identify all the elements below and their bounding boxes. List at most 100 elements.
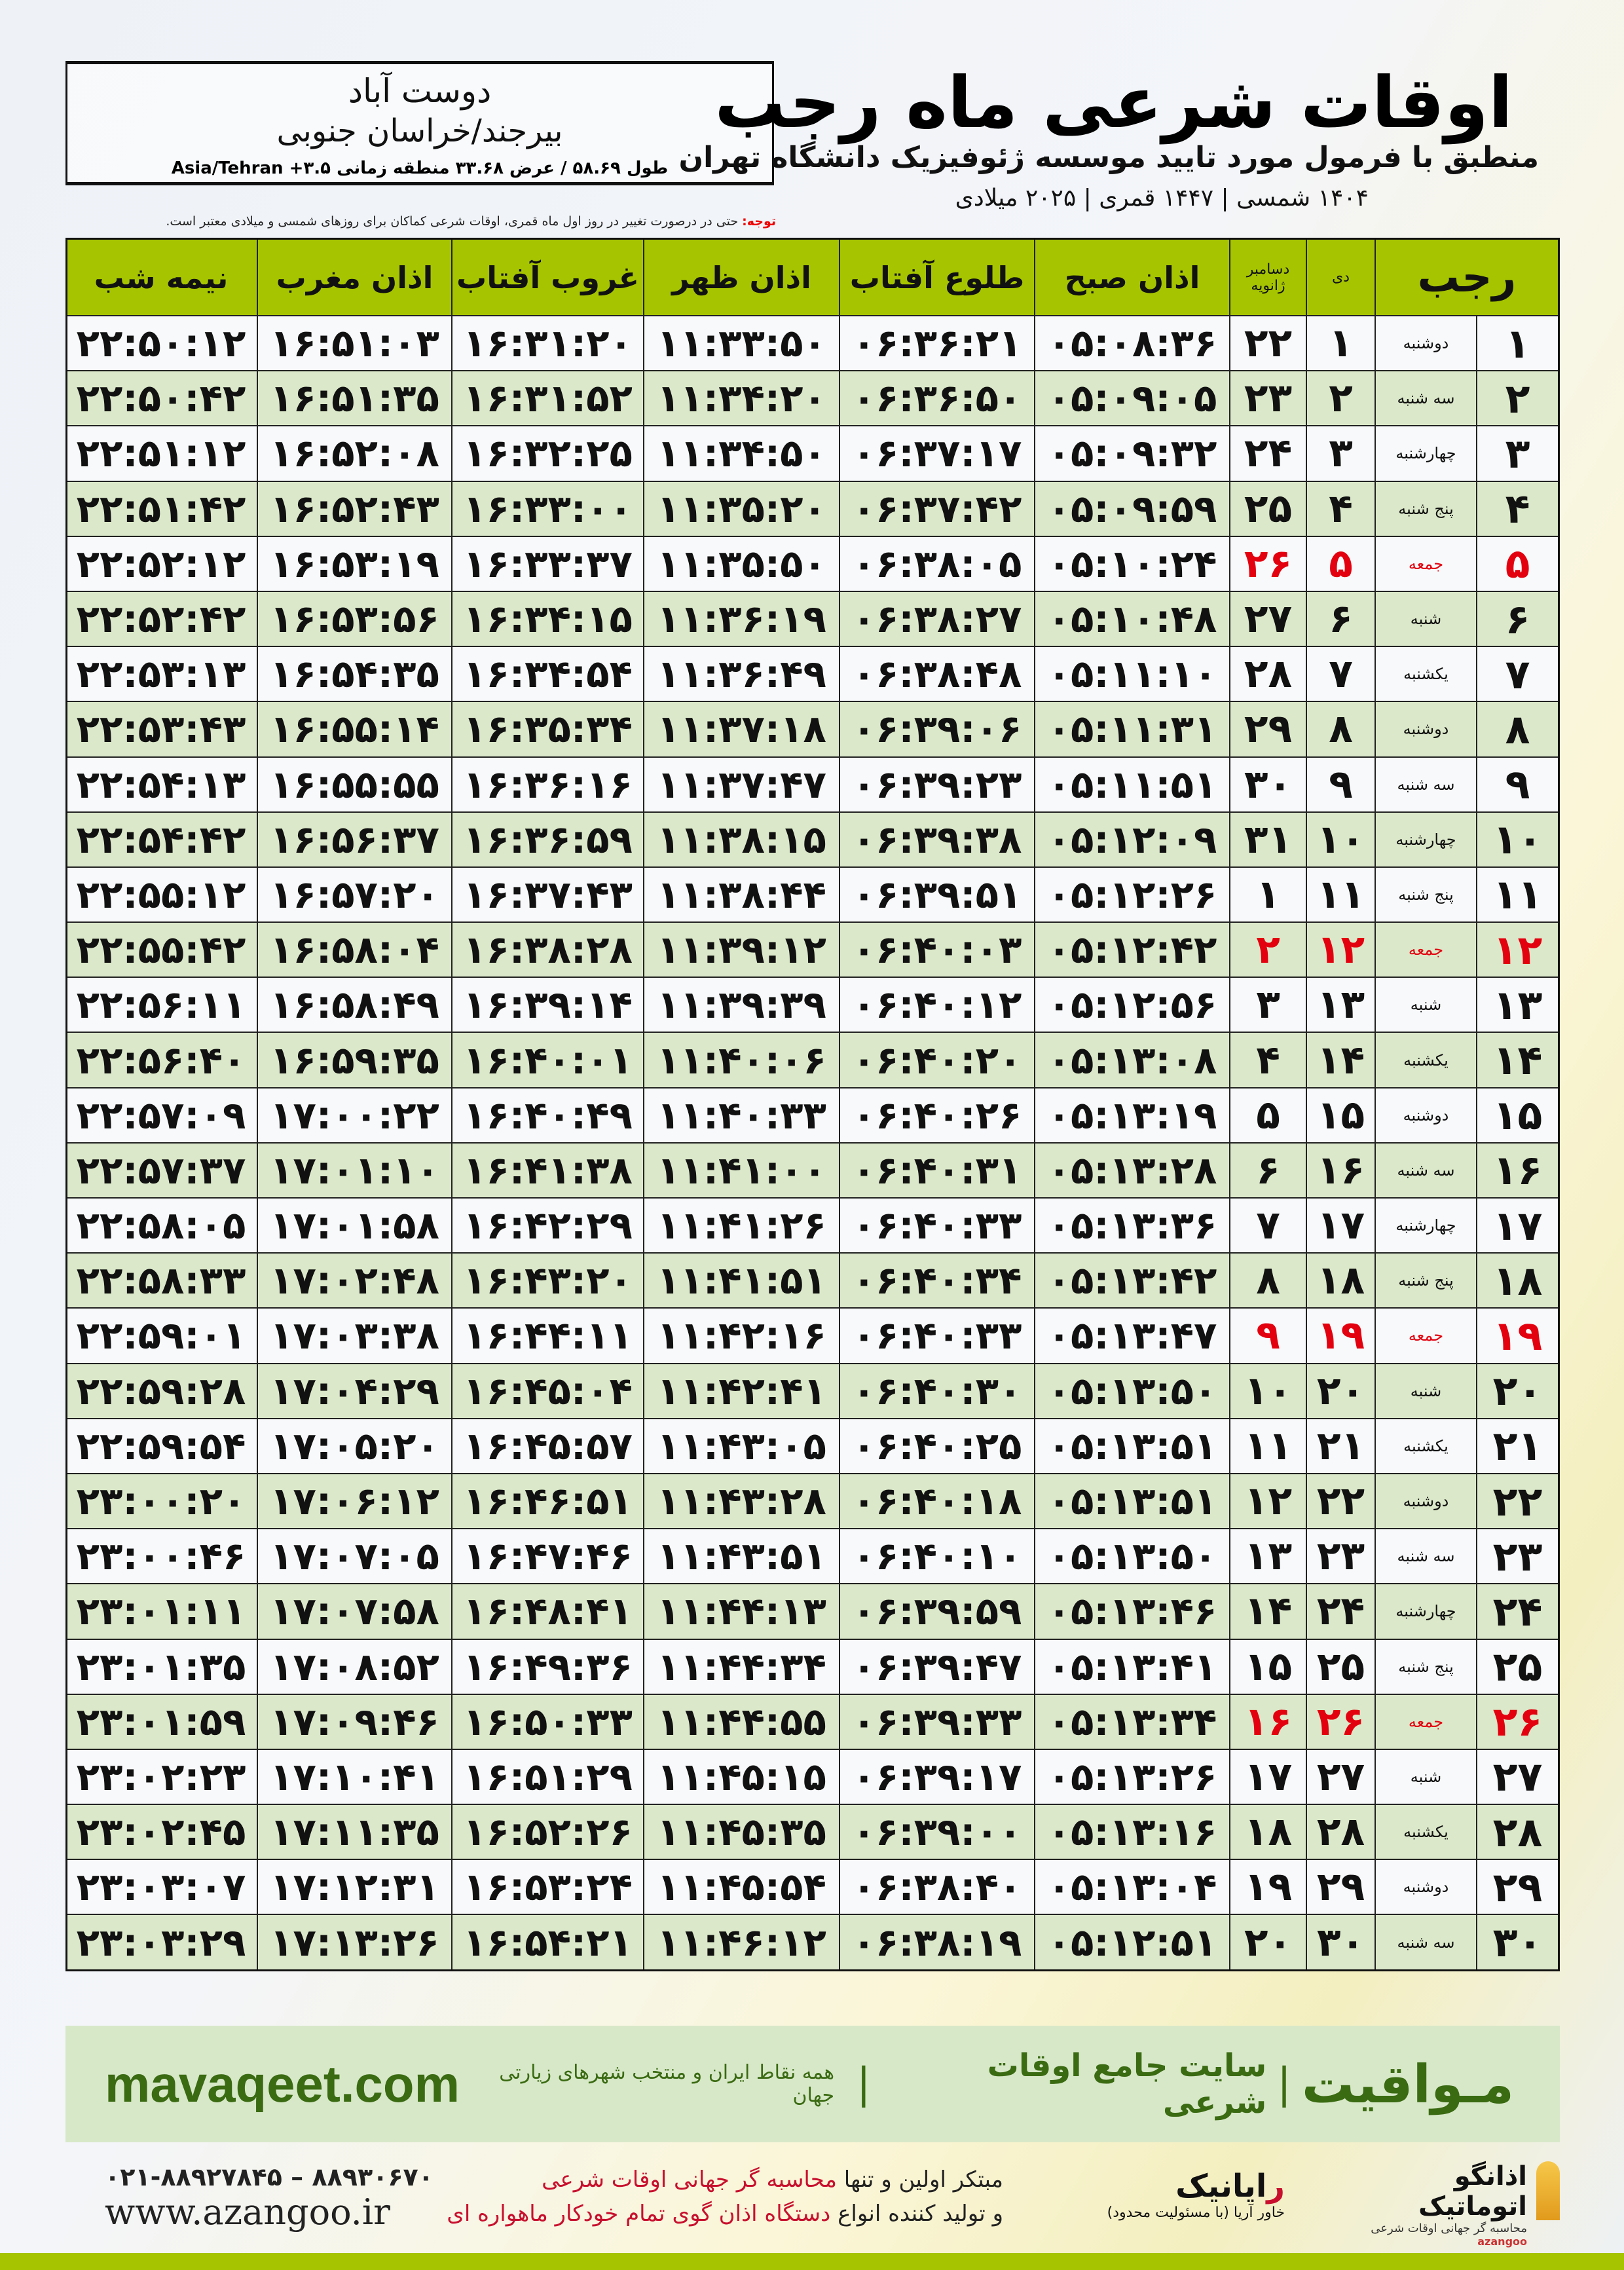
dey-day: ۱۶	[1306, 1143, 1375, 1197]
col-sobh: اذان صبح	[1034, 240, 1229, 315]
sunset-time: ۱۶:۵۳:۲۴	[451, 1860, 643, 1914]
sunset-time: ۱۶:۴۸:۴۱	[451, 1584, 643, 1639]
sunset-time: ۱۶:۴۹:۳۶	[451, 1639, 643, 1694]
dec-jan-day: ۳	[1229, 978, 1306, 1032]
line2-b: دستگاه اذان گوی تمام خودکار ماهواره ای	[447, 2201, 831, 2227]
fajr-time: ۰۵:۱۳:۲۸	[1034, 1143, 1229, 1197]
dhuhr-time: ۱۱:۳۷:۱۸	[643, 702, 839, 756]
table-row: ۲۲ دوشنبه ۲۲ ۱۲ ۰۵:۱۳:۵۱ ۰۶:۴۰:۱۸ ۱۱:۴۳:۲۸ ۱۶:۴…	[67, 1472, 1558, 1529]
rajab-day: ۱۴	[1476, 1033, 1558, 1087]
dec-jan-day: ۸	[1229, 1254, 1306, 1308]
dey-day: ۹	[1306, 757, 1375, 811]
maghrib-time: ۱۷:۰۰:۲۲	[257, 1088, 451, 1142]
dec-jan-day: ۲۸	[1229, 647, 1306, 701]
sunset-time: ۱۶:۴۳:۲۰	[451, 1254, 643, 1308]
weekday: یکشنبه	[1375, 1033, 1476, 1087]
fajr-time: ۰۵:۱۳:۵۱	[1034, 1474, 1229, 1529]
bottom-strip	[0, 2253, 1624, 2270]
fajr-time: ۰۵:۱۱:۳۱	[1034, 702, 1229, 756]
dec-jan-day: ۲	[1229, 923, 1306, 977]
dhuhr-time: ۱۱:۳۴:۲۰	[643, 371, 839, 426]
table-row: ۲۹ دوشنبه ۲۹ ۱۹ ۰۵:۱۳:۰۴ ۰۶:۳۸:۴۰ ۱۱:۴۵:۵۴ ۱۶:۵…	[67, 1859, 1558, 1914]
dey-day: ۲	[1306, 371, 1375, 426]
logo2-tag: خاور آریا (با مسئولیت محدود)	[1107, 2205, 1285, 2221]
dec-jan-day: ۱۴	[1229, 1584, 1306, 1639]
maghrib-time: ۱۷:۱۰:۴۱	[257, 1749, 451, 1804]
phone: ۰۲۱-۸۸۹۲۷۸۴۵ – ۸۸۹۳۰۶۷۰	[105, 2163, 434, 2191]
dhuhr-time: ۱۱:۴۱:۰۰	[643, 1143, 839, 1197]
weekday: شنبه	[1375, 591, 1476, 646]
col-ghorub: غروب آفتاب	[451, 240, 643, 315]
divider: |	[1277, 2060, 1291, 2108]
sunset-time: ۱۶:۴۶:۵۱	[451, 1474, 643, 1529]
midnight-time: ۲۲:۵۸:۰۵	[76, 1203, 246, 1248]
weekday: شنبه	[1375, 1364, 1476, 1418]
dec-jan-day: ۴	[1229, 1033, 1306, 1087]
sunrise-time: ۰۶:۳۸:۰۵	[839, 536, 1034, 591]
dhuhr-time: ۱۱:۳۴:۵۰	[643, 426, 839, 481]
dey-day: ۲۵	[1306, 1639, 1375, 1694]
sunset-time: ۱۶:۴۰:۴۹	[451, 1088, 643, 1142]
dec-jan-day: ۹	[1229, 1309, 1306, 1363]
sunrise-time: ۰۶:۴۰:۱۰	[839, 1529, 1034, 1584]
col-dey: دی	[1306, 240, 1375, 315]
dey-day: ۶	[1306, 591, 1375, 646]
footer-slogan: مبتکر اولین و تنها محاسبه گر جهانی اوقات…	[447, 2163, 1003, 2231]
fajr-time: ۰۵:۱۲:۵۱	[1034, 1915, 1229, 1969]
table-row: ۲۷ شنبه ۲۷ ۱۷ ۰۵:۱۳:۲۶ ۰۶:۳۹:۱۷ ۱۱:۴۵:۱۵ ۱۶:۵۱:…	[67, 1748, 1558, 1804]
rajab-day: ۲	[1476, 371, 1558, 426]
brand-name: مـواقیت	[1301, 2053, 1514, 2115]
dec-jan-day: ۱۳	[1229, 1529, 1306, 1584]
sunrise-time: ۰۶:۴۰:۳۱	[839, 1143, 1034, 1197]
maghrib-time: ۱۷:۰۶:۱۲	[257, 1474, 451, 1529]
col-nime: نیمه شب	[94, 259, 229, 295]
dhuhr-time: ۱۱:۴۱:۲۶	[643, 1199, 839, 1253]
sunrise-time: ۰۶:۴۰:۳۳	[839, 1309, 1034, 1363]
maghrib-time: ۱۷:۰۲:۴۸	[257, 1254, 451, 1308]
dhuhr-time: ۱۱:۴۴:۵۵	[643, 1694, 839, 1749]
mosque-icon	[1536, 2161, 1560, 2220]
sunset-time: ۱۶:۵۲:۲۶	[451, 1805, 643, 1859]
table-row: ۲۱ یکشنبه ۲۱ ۱۱ ۰۵:۱۳:۵۱ ۰۶:۴۰:۲۵ ۱۱:۴۳:۰۵ ۱۶:۴…	[67, 1417, 1558, 1473]
maghrib-time: ۱۶:۵۱:۰۳	[257, 316, 451, 371]
table-row: ۱۲ جمعه ۱۲ ۲ ۰۵:۱۲:۴۲ ۰۶:۴۰:۰۳ ۱۱:۳۹:۱۲ ۱۶:۳۸:۲…	[67, 921, 1558, 977]
maghrib-time: ۱۶:۵۳:۱۹	[257, 536, 451, 591]
fajr-time: ۰۵:۱۳:۰۸	[1034, 1033, 1229, 1087]
dey-day: ۱	[1306, 316, 1375, 371]
table-row: ۹ سه شنبه ۹ ۳۰ ۰۵:۱۱:۵۱ ۰۶:۳۹:۲۳ ۱۱:۳۷:۴۷ ۱۶:۳۶…	[67, 756, 1558, 811]
azangoo-website[interactable]: www.azangoo.ir	[105, 2191, 390, 2233]
rajab-day: ۲۸	[1476, 1805, 1558, 1859]
maghrib-time: ۱۶:۵۲:۴۳	[257, 481, 451, 536]
table-row: ۲۴ چهارشنبه ۲۴ ۱۴ ۰۵:۱۳:۴۶ ۰۶:۳۹:۵۹ ۱۱:۴۴:۱۳ ۱۶…	[67, 1583, 1558, 1639]
sunset-time: ۱۶:۳۴:۱۵	[451, 591, 643, 646]
col-maghreb: اذان مغرب	[257, 240, 451, 315]
table-row: ۱۳ شنبه ۱۳ ۳ ۰۵:۱۲:۵۶ ۰۶:۴۰:۱۲ ۱۱:۳۹:۳۹ ۱۶:۳۹:۱…	[67, 977, 1558, 1032]
dhuhr-time: ۱۱:۳۸:۱۵	[643, 812, 839, 866]
maghrib-time: ۱۷:۱۱:۳۵	[257, 1805, 451, 1859]
rajab-day: ۷	[1476, 647, 1558, 701]
dey-day: ۲۶	[1306, 1694, 1375, 1749]
dec-jan-day: ۲۹	[1229, 702, 1306, 756]
fajr-time: ۰۵:۱۳:۴۲	[1034, 1254, 1229, 1308]
weekday: چهارشنبه	[1375, 812, 1476, 866]
sunrise-time: ۰۶:۳۹:۳۸	[839, 812, 1034, 866]
table-row: ۳ چهارشنبه ۳ ۲۴ ۰۵:۰۹:۳۲ ۰۶:۳۷:۱۷ ۱۱:۳۴:۵۰ ۱۶:۳…	[67, 425, 1558, 481]
rajab-day: ۲۷	[1476, 1749, 1558, 1804]
website-link[interactable]: mavaqeet.com	[105, 2055, 460, 2113]
rajab-day: ۲۳	[1476, 1529, 1558, 1584]
divider: |	[857, 2060, 871, 2108]
banner-sub: همه نقاط ایران و منتخب شهرهای زیارتی جها…	[499, 2061, 835, 2107]
rajab-day: ۴	[1476, 481, 1558, 536]
maghrib-time: ۱۶:۵۹:۳۵	[257, 1033, 451, 1087]
weekday: سه شنبه	[1375, 1915, 1476, 1969]
dhuhr-time: ۱۱:۳۵:۵۰	[643, 536, 839, 591]
dhuhr-time: ۱۱:۳۶:۴۹	[643, 647, 839, 701]
maghrib-time: ۱۷:۱۳:۲۶	[257, 1915, 451, 1969]
weekday: دوشنبه	[1375, 1860, 1476, 1914]
midnight-time: ۲۲:۵۳:۱۳	[76, 652, 246, 697]
dey-day: ۱۹	[1306, 1309, 1375, 1363]
sunset-time: ۱۶:۳۴:۵۴	[451, 647, 643, 701]
midnight-time: ۲۲:۵۶:۱۱	[76, 982, 246, 1028]
prayer-times-table: رجب دی دسامبر ژانویه اذان صبح طلوع آفتاب …	[65, 238, 1560, 1971]
rajab-day: ۶	[1476, 591, 1558, 646]
